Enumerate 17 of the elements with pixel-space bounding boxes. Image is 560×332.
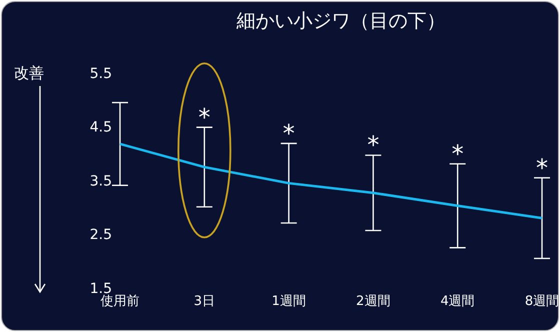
x-tick-label: 1週間 xyxy=(272,294,306,310)
y-tick-label: 3.5 xyxy=(90,173,112,190)
chart-title: 細かい小ジワ（目の下） xyxy=(236,9,446,34)
x-tick-label: 使用前 xyxy=(100,294,140,310)
annotation: * xyxy=(367,131,380,160)
x-tick-label: 3日 xyxy=(194,294,216,310)
y-tick-label: 4.5 xyxy=(90,120,112,136)
y-axis-title: 改善 xyxy=(14,64,44,83)
y-tick-label: 2.5 xyxy=(90,227,112,244)
annotation: * xyxy=(452,140,464,168)
x-tick-label: 2週間 xyxy=(356,294,390,310)
annotation: * xyxy=(198,103,210,132)
annotation: * xyxy=(282,119,295,148)
x-tick-label: 4週間 xyxy=(440,294,475,310)
y-tick-label: 5.5 xyxy=(90,66,112,82)
annotation: * xyxy=(536,154,548,182)
x-tick-label: 8週間 xyxy=(524,294,560,310)
